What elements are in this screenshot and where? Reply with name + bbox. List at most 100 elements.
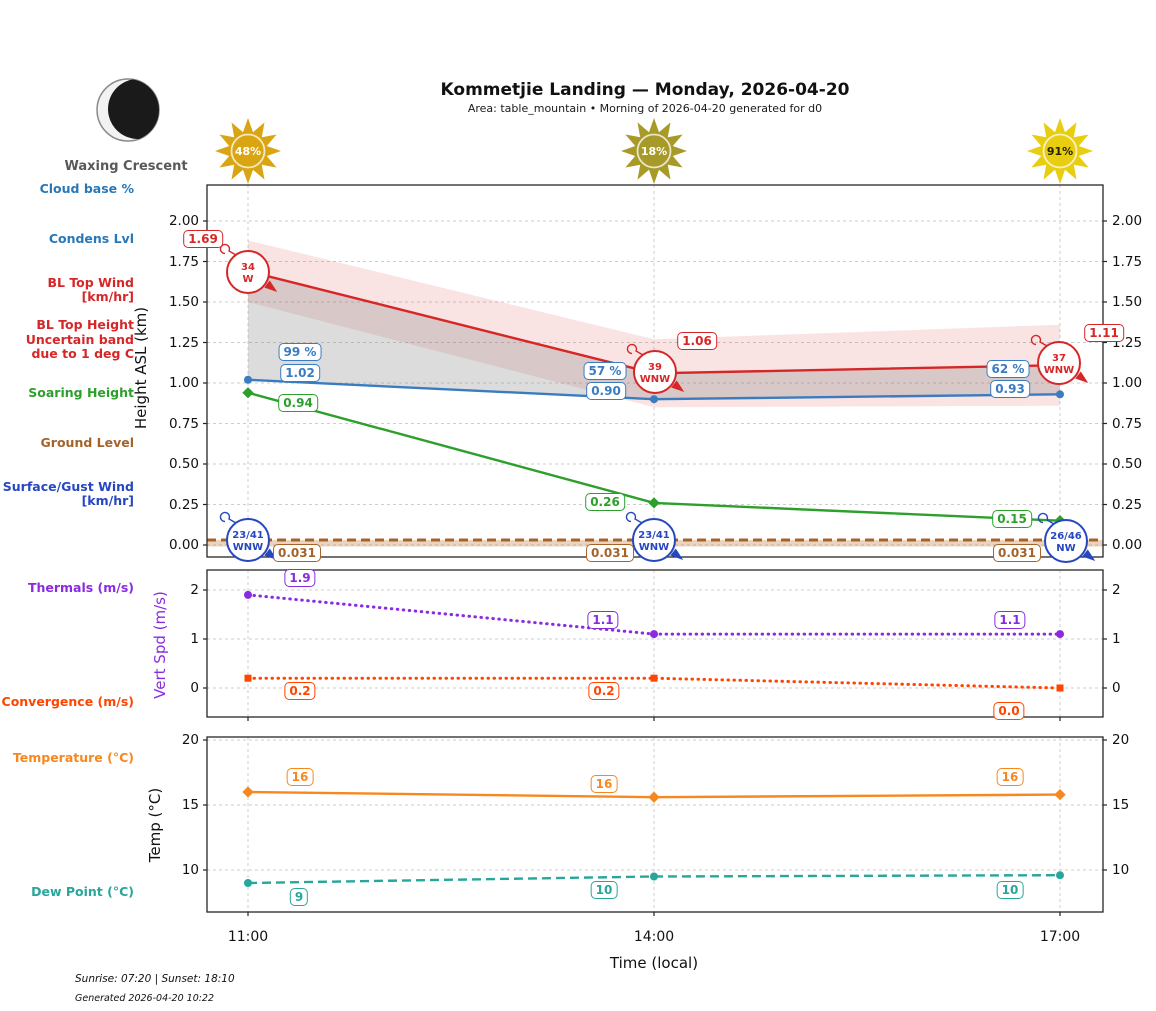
sun-percentage: 18% [641,145,667,158]
y-tick-label: 1 [190,631,199,647]
value-label-condensation-level: 0.90 [586,382,626,400]
y-tick-label: 1 [1112,631,1121,647]
wind-barb-icon [219,511,237,524]
value-label-condensation-level: 0.93 [990,380,1030,398]
value-label-thermals: 1.9 [284,569,316,587]
legend-bl-top-height-line1: BL Top Height [36,317,134,332]
bl-top-wind-badge [633,350,677,394]
wind-barb-icon [1037,512,1055,525]
y-tick-label: 1.25 [168,334,199,351]
y-tick-label: 1.50 [168,294,199,310]
legend-bl-top-height: BL Top Height Uncertain band due to 1 de… [0,317,134,362]
y-tick-label: 20 [1112,732,1130,748]
x-axis-label: Time (local) [609,954,699,972]
y-tick-label: 15 [181,797,199,813]
y-tick-label: 0.75 [1112,415,1143,432]
page-title: Kommetjie Landing — Monday, 2026-04-20 [440,80,850,100]
svg-text:23/41: 23/41 [232,530,264,541]
y-tick-label: 0.25 [168,496,199,513]
moon-shadow [108,79,159,139]
y-tick-label: 0 [190,680,199,696]
wind-barb-icon [626,343,644,356]
value-label-dew-point: 9 [289,888,309,906]
surface-wind-badge [1044,519,1088,563]
wind-barb-icon [219,243,237,256]
legend-thermals: Thermals (m/s) [27,580,134,595]
wind-arrow-icon [671,380,685,393]
legend-dew-point: Dew Point (°C) [31,884,134,899]
y-tick-label: 0 [1112,680,1121,696]
bl-top-wind-badge [226,250,270,294]
legend-ground-level: Ground Level [40,435,134,450]
legend-bl-top-height-line2: Uncertain band [25,331,134,347]
y-tick-label: 0.50 [1112,456,1143,472]
y-tick-label: 1.75 [1112,253,1143,270]
wind-arrow-icon [1075,371,1089,384]
y-tick-label: 0.00 [1112,537,1143,553]
value-label-cloud-base-pct: 62 % [986,360,1030,378]
moon-phase-label: Waxing Crescent [64,159,188,174]
value-label-bl-top-height: 1.11 [1084,324,1124,342]
svg-text:39: 39 [648,362,662,373]
x-tick-label: 17:00 [1039,929,1081,945]
series-convergence [246,676,1062,690]
chart-frame [206,736,1104,913]
y-tick-label: 2 [1112,582,1121,598]
uncertainty-band [248,240,1060,408]
value-label-condensation-level: 1.02 [280,364,320,382]
y-tick-label: 1.50 [1112,294,1143,310]
page-subtitle: Area: table_mountain • Morning of 2026-0… [467,102,823,115]
value-label-bl-top-height: 1.06 [677,332,717,350]
sun-percentage: 48% [235,145,261,158]
y-tick-label: 1.75 [168,253,199,270]
sunrise-sunset-note: Sunrise: 07:20 | Sunset: 18:10 [75,973,235,985]
y-tick-label: 0.00 [168,537,199,553]
svg-text:37: 37 [1052,353,1066,364]
value-label-convergence: 0.0 [993,702,1025,720]
value-label-ground-level: 0.031 [586,544,634,562]
svg-text:WNW: WNW [1044,365,1074,376]
legend-bl-top-wind-line2: [km/hr] [81,289,134,304]
legend-soaring-height: Soaring Height [28,385,134,400]
legend-bl-top-height-line3: due to 1 deg C [31,346,134,361]
x-tick-label: 11:00 [227,929,269,945]
sun-disc [230,133,266,169]
y-tick-label: 2 [190,582,199,598]
value-label-cloud-base-pct: 57 % [583,362,627,380]
value-label-ground-level: 0.031 [273,544,321,562]
wind-barb-icon [1030,334,1048,347]
chart-frame [206,569,1104,718]
svg-text:23/41: 23/41 [638,530,670,541]
svg-text:WNW: WNW [233,542,263,553]
y-tick-label: 20 [181,732,199,748]
value-label-dew-point: 10 [590,881,618,899]
legend-surface-wind-line2: [km/hr] [81,493,134,508]
legend-surface-wind-line1: Surface/Gust Wind [2,479,134,494]
wind-arrow-icon [670,548,684,561]
y-tick-label: 1.00 [1112,375,1143,391]
y-tick-label: 10 [1112,862,1130,878]
value-label-cloud-base-pct: 99 % [278,343,322,361]
value-label-thermals: 1.1 [587,611,619,629]
legend-convergence: Convergence (m/s) [1,694,134,709]
svg-text:WNW: WNW [640,374,670,385]
y-tick-label: 0.50 [168,456,199,472]
y-tick-label: 2.00 [1112,213,1143,229]
value-label-convergence: 0.2 [588,682,620,700]
bl-top-wind-badge [1037,341,1081,385]
wind-arrow-icon [1082,549,1096,562]
svg-text:WNW: WNW [639,542,669,553]
legend-bl-top-wind: BL Top Wind [km/hr] [0,276,134,304]
y-tick-label: 0.75 [168,415,199,432]
value-label-temperature: 16 [286,768,314,786]
legend-condens-lvl: Condens Lvl [48,231,134,246]
y-tick-label: 15 [1112,797,1130,813]
value-label-soaring-height: 0.15 [992,510,1032,528]
value-label-bl-top-height: 1.69 [183,230,223,248]
svg-text:NW: NW [1056,543,1075,554]
value-label-temperature: 16 [996,768,1024,786]
value-label-ground-level: 0.031 [993,544,1041,562]
value-label-dew-point: 10 [996,881,1024,899]
